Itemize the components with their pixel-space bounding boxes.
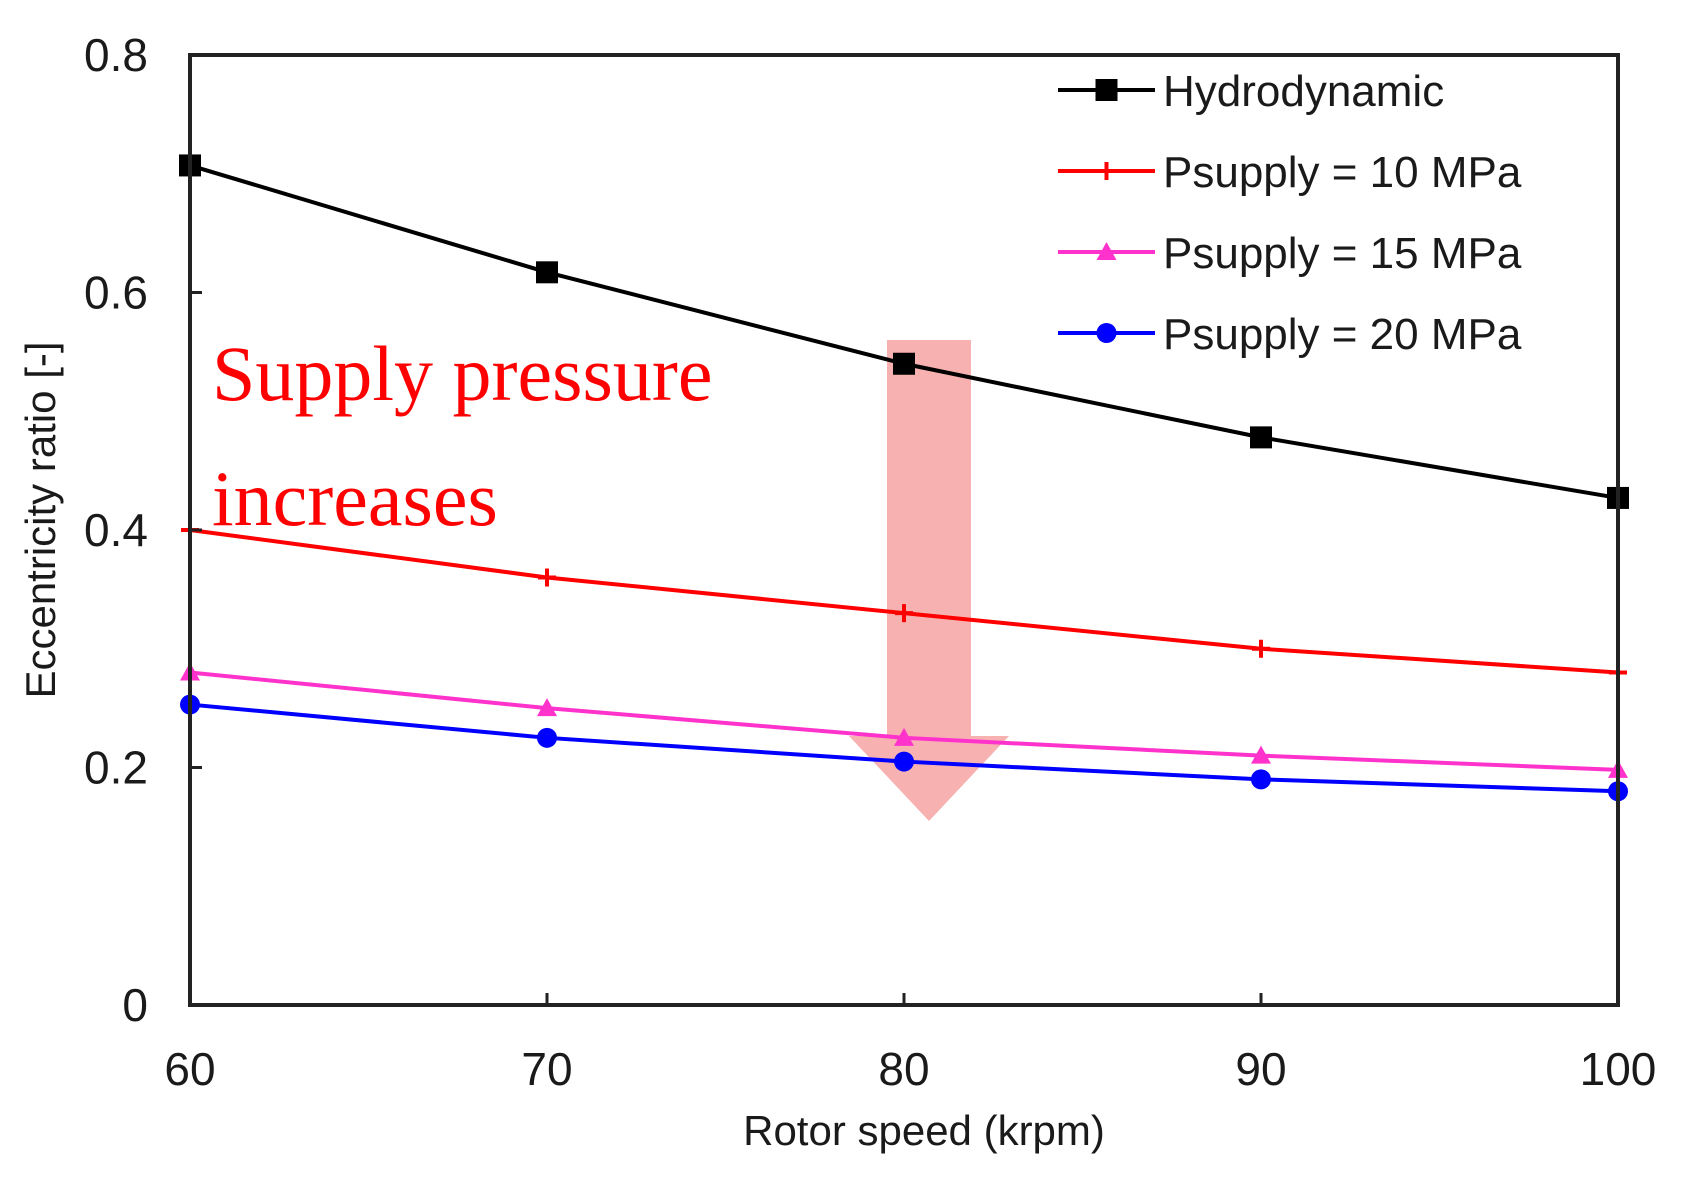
y-axis-title: Eccentricity ratio [-] [17,341,64,698]
data-point [538,568,556,587]
data-point [1251,769,1271,790]
data-point [894,751,914,772]
legend-marker [1097,162,1116,180]
legend-label: Psupply = 15 MPa [1163,229,1522,278]
data-point [537,727,557,748]
x-tick-label: 70 [521,1043,572,1095]
y-tick-label: 0.2 [84,742,148,794]
legend-marker [1096,323,1117,343]
legend-marker [1095,79,1118,101]
annotation-text: increases [212,455,498,542]
data-point [537,698,557,717]
data-point [893,352,915,375]
data-point [1251,745,1271,764]
x-tick-label: 80 [878,1043,929,1095]
x-tick-label: 90 [1235,1043,1286,1095]
x-tick-label: 100 [1580,1043,1657,1095]
legend-item-2: Psupply = 15 MPa [1058,229,1522,278]
legend-label: Psupply = 10 MPa [1163,148,1522,197]
data-point [536,261,558,284]
legend-item-3: Psupply = 20 MPa [1058,310,1522,359]
legend-label: Psupply = 20 MPa [1163,310,1522,359]
y-tick-label: 0.4 [84,504,148,556]
data-point [894,727,914,746]
y-tick-label: 0.6 [84,267,148,319]
y-tick-label: 0.8 [84,29,148,81]
series-3 [180,694,1628,802]
data-point [1250,426,1272,449]
x-axis-title: Rotor speed (krpm) [743,1107,1105,1154]
data-point [1252,639,1270,658]
annotation-text: Supply pressure [212,330,712,417]
legend-marker [1096,242,1117,260]
trend-arrow [848,340,1009,821]
data-point [895,604,913,623]
legend-item-1: Psupply = 10 MPa [1058,148,1522,197]
legend-item-0: Hydrodynamic [1058,67,1444,116]
y-tick-label: 0 [122,979,148,1031]
legend-label: Hydrodynamic [1163,67,1444,116]
x-tick-label: 60 [164,1043,215,1095]
